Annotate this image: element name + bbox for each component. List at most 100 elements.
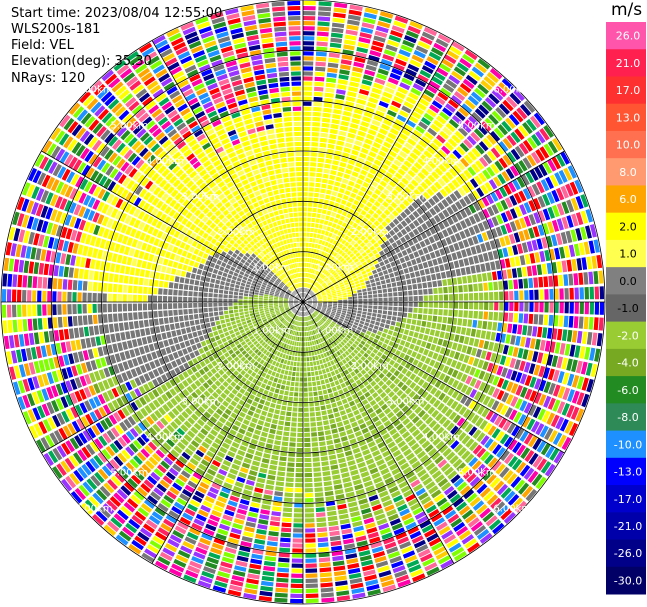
range-gate bbox=[334, 284, 339, 288]
range-gate bbox=[400, 211, 408, 219]
range-gate bbox=[259, 590, 273, 597]
range-gate bbox=[312, 299, 317, 301]
range-gate bbox=[332, 109, 342, 115]
range-gate bbox=[571, 330, 578, 343]
range-gate bbox=[305, 568, 318, 573]
range-gate bbox=[381, 220, 388, 228]
range-gate bbox=[556, 401, 566, 414]
range-gate bbox=[380, 318, 386, 324]
range-gate bbox=[398, 150, 408, 159]
range-gate bbox=[423, 288, 428, 295]
range-gate bbox=[322, 307, 327, 310]
range-gate bbox=[267, 474, 276, 481]
range-gate bbox=[295, 336, 298, 341]
range-gate bbox=[263, 560, 276, 567]
range-gate bbox=[336, 84, 347, 90]
range-gate bbox=[362, 143, 371, 150]
range-gate bbox=[364, 138, 373, 146]
range-gate bbox=[387, 132, 397, 140]
range-gate bbox=[311, 243, 315, 248]
range-gate bbox=[573, 273, 579, 286]
range-gate bbox=[216, 339, 223, 346]
range-gate bbox=[292, 553, 303, 558]
range-gate bbox=[313, 269, 317, 275]
range-gate bbox=[375, 208, 383, 216]
range-gate bbox=[307, 252, 311, 258]
range-gate bbox=[330, 312, 336, 316]
range-gate bbox=[248, 568, 261, 575]
range-gate bbox=[369, 92, 381, 100]
range-gate bbox=[451, 134, 462, 144]
range-gate bbox=[524, 302, 529, 312]
range-gate bbox=[425, 210, 433, 219]
range-gate bbox=[309, 412, 316, 417]
range-gate bbox=[325, 495, 335, 502]
range-gate bbox=[333, 282, 338, 286]
range-gate bbox=[326, 280, 331, 285]
range-gate bbox=[575, 408, 585, 422]
range-gate bbox=[303, 377, 308, 382]
range-gate bbox=[305, 578, 318, 583]
range-gate bbox=[331, 263, 336, 269]
range-gate bbox=[291, 356, 295, 361]
range-gate bbox=[266, 540, 278, 547]
range-gate bbox=[451, 369, 459, 378]
range-gate bbox=[321, 592, 334, 598]
range-gate bbox=[284, 421, 291, 427]
range-gate bbox=[315, 291, 320, 295]
range-gate bbox=[151, 351, 158, 360]
range-gate bbox=[361, 251, 367, 258]
range-gate bbox=[478, 370, 486, 380]
range-gate bbox=[409, 272, 416, 278]
range-gate bbox=[584, 302, 589, 315]
range-gate bbox=[248, 470, 258, 477]
range-gate bbox=[569, 181, 579, 195]
range-gate bbox=[304, 487, 313, 493]
range-gate bbox=[350, 192, 357, 199]
range-gate bbox=[292, 412, 298, 417]
range-gate bbox=[303, 392, 308, 397]
range-gate bbox=[394, 185, 403, 193]
range-gate bbox=[365, 189, 373, 196]
range-gate bbox=[364, 343, 370, 349]
range-gate bbox=[447, 367, 454, 376]
range-gate bbox=[453, 351, 461, 360]
range-gate bbox=[518, 278, 524, 289]
range-gate bbox=[310, 292, 314, 296]
range-gate bbox=[391, 210, 399, 217]
range-gate bbox=[348, 322, 353, 327]
range-gate bbox=[245, 316, 251, 321]
range-gate bbox=[486, 71, 500, 84]
range-gate bbox=[186, 346, 193, 353]
range-gate bbox=[381, 163, 389, 171]
range-gate bbox=[353, 108, 364, 115]
range-gate bbox=[300, 322, 302, 327]
range-gate bbox=[539, 302, 544, 313]
range-gate bbox=[541, 353, 549, 365]
range-gate bbox=[529, 390, 538, 402]
range-gate bbox=[369, 124, 379, 132]
range-gate bbox=[279, 415, 285, 421]
range-gate bbox=[325, 288, 330, 292]
range-gate bbox=[341, 398, 348, 405]
range-gate bbox=[297, 417, 303, 422]
range-gate bbox=[409, 373, 417, 381]
range-gate bbox=[277, 567, 290, 573]
range-gate bbox=[496, 390, 505, 401]
range-gate bbox=[304, 437, 311, 443]
range-gate bbox=[317, 298, 323, 301]
range-gate bbox=[269, 521, 280, 527]
range-gate bbox=[318, 395, 324, 401]
range-gate bbox=[464, 119, 476, 130]
range-gate bbox=[391, 242, 398, 249]
range-gate bbox=[321, 369, 327, 374]
range-gate bbox=[566, 199, 575, 213]
range-gate bbox=[463, 169, 473, 180]
range-gate bbox=[280, 358, 285, 364]
range-gate bbox=[377, 216, 384, 223]
range-gate bbox=[472, 319, 478, 328]
range-gate bbox=[533, 212, 541, 224]
range-gate bbox=[342, 277, 347, 282]
range-gate bbox=[488, 282, 493, 291]
range-gate bbox=[303, 156, 310, 162]
